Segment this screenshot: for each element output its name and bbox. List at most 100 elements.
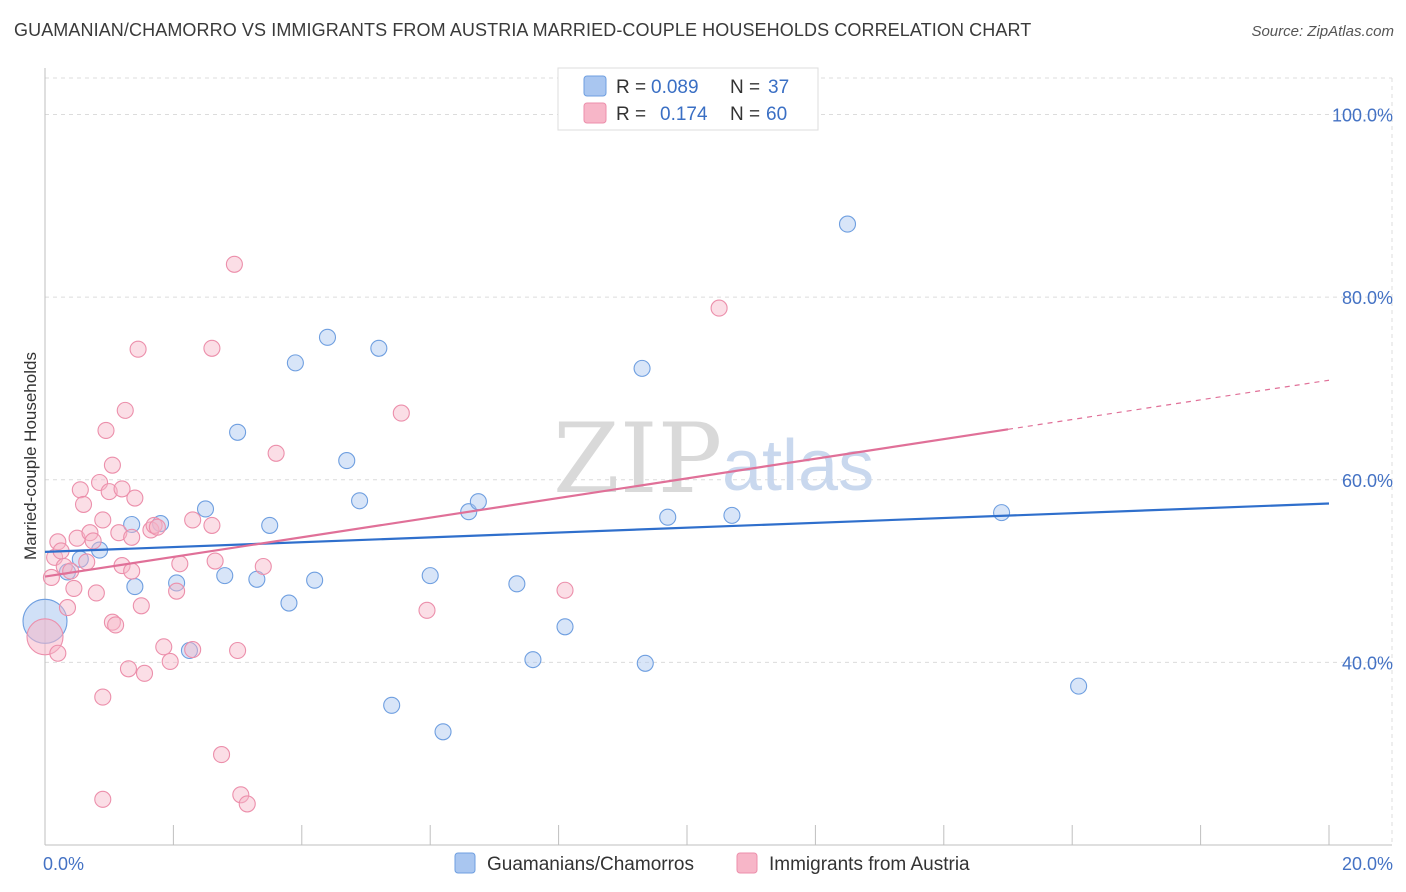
point-guamanian-22	[421, 567, 439, 585]
point-guamanian-11	[229, 423, 247, 441]
point-guamanian-14	[280, 594, 298, 612]
point-austria-22	[103, 613, 121, 631]
legend-n-value-1: 37	[768, 77, 789, 98]
bottom-legend-label-austria: Immigrants from Austria	[769, 854, 970, 875]
point-austria-21	[100, 483, 118, 501]
source-credit: Source: ZipAtlas.com	[1251, 23, 1394, 40]
point-austria-25	[110, 524, 128, 542]
point-austria-43	[184, 511, 202, 529]
chart-title: GUAMANIAN/CHAMORRO VS IMMIGRANTS FROM AU…	[14, 20, 1032, 40]
axes	[44, 68, 1392, 846]
legend-n-label-1: N =	[730, 77, 760, 98]
point-guamanian-20	[370, 339, 388, 357]
point-guamanian-31	[659, 508, 677, 526]
point-austria-44	[184, 641, 202, 659]
point-austria-34	[132, 597, 150, 615]
point-austria-42	[171, 555, 189, 573]
point-guamanian-29	[633, 359, 651, 377]
y-tick-label-2: 80.0%	[1342, 288, 1393, 308]
legend-r-value-2: 0.174	[660, 104, 708, 125]
trend-line-austria	[44, 428, 1009, 578]
point-guamanian-16	[306, 571, 324, 589]
point-austria-12	[78, 553, 96, 571]
watermark: ZIP atlas	[553, 403, 874, 515]
watermark-zip: ZIP	[553, 403, 722, 515]
point-austria-30	[123, 528, 141, 546]
point-austria-11	[74, 495, 93, 513]
point-austria-49	[225, 255, 243, 273]
data-points	[22, 215, 1088, 813]
point-austria-8	[65, 579, 83, 597]
point-austria-56	[418, 601, 436, 619]
point-guamanian-23	[434, 723, 452, 741]
x-tick-labels: 0.0% 20.0%	[43, 854, 1393, 874]
point-guamanian-32	[723, 506, 741, 524]
point-guamanian-25	[469, 493, 487, 511]
point-austria-10	[71, 481, 89, 499]
point-guamanian-17	[318, 328, 337, 346]
point-austria-33	[129, 340, 147, 358]
point-austria-39	[155, 638, 173, 656]
point-austria-51	[232, 786, 250, 804]
y-tick-labels: 40.0% 60.0% 80.0% 100.0%	[1332, 106, 1393, 674]
point-guamanian-10	[216, 567, 234, 585]
point-guamanian-19	[351, 492, 369, 510]
point-austria-17	[94, 511, 112, 529]
point-austria-23	[103, 456, 121, 474]
bottom-legend-swatch-guamanian	[454, 852, 476, 874]
point-austria-14	[84, 532, 102, 550]
point-austria-15	[87, 584, 105, 602]
point-austria-48	[213, 746, 231, 764]
point-austria-53	[254, 557, 272, 576]
point-austria-41	[168, 582, 186, 600]
x-tick-label-0: 0.0%	[43, 854, 84, 874]
y-tick-label-0: 40.0%	[1342, 653, 1393, 673]
point-guamanian-5	[123, 515, 141, 534]
point-guamanian-18	[338, 452, 356, 470]
point-austria-29	[119, 660, 138, 678]
bottom-legend: Guamanians/Chamorros Immigrants from Aus…	[454, 852, 970, 875]
legend-r-value-1: 0.089	[651, 77, 699, 98]
point-austria-32	[126, 489, 144, 507]
point-austria-3	[49, 533, 67, 551]
point-austria-20	[97, 421, 115, 440]
legend-n-label-2: N =	[730, 104, 760, 125]
point-guamanian-9	[196, 500, 215, 518]
point-guamanian-30	[636, 654, 654, 672]
point-austria-26	[113, 480, 131, 498]
point-austria-1	[42, 568, 60, 587]
legend-swatch-austria	[583, 102, 607, 124]
point-austria-31	[123, 562, 141, 580]
point-austria-45	[203, 339, 221, 357]
trend-line-extension-austria	[1007, 379, 1330, 430]
point-austria-59	[49, 644, 67, 662]
point-guamanian-4	[126, 578, 144, 596]
bottom-legend-swatch-austria	[736, 852, 758, 874]
point-austria-40	[161, 652, 179, 671]
x-tick-label-1: 20.0%	[1342, 854, 1393, 874]
point-guamanian-15	[286, 354, 304, 372]
point-austria-54	[267, 444, 285, 462]
point-austria-58	[710, 299, 728, 317]
point-guamanian-21	[383, 696, 401, 714]
point-guamanian-34	[993, 504, 1011, 522]
point-guamanian-27	[524, 651, 542, 669]
point-austria-50	[229, 641, 247, 660]
point-guamanian-35	[1070, 677, 1088, 695]
point-guamanian-28	[556, 618, 574, 636]
point-austria-47	[206, 552, 224, 570]
point-guamanian-33	[838, 215, 857, 233]
legend-r-label-2: R =	[616, 104, 646, 125]
point-austria-35	[135, 664, 154, 682]
trend-lines	[44, 379, 1330, 578]
point-austria-28	[116, 401, 134, 419]
legend-n-value-2: 60	[766, 104, 787, 125]
legend-swatch-guamanian	[583, 75, 607, 97]
y-axis-label: Married-couple Households	[21, 352, 40, 560]
point-austria-6	[58, 599, 77, 617]
point-austria-19	[94, 688, 112, 706]
point-austria-52	[238, 795, 256, 813]
point-guamanian-26	[508, 575, 526, 593]
point-austria-24	[107, 616, 125, 634]
